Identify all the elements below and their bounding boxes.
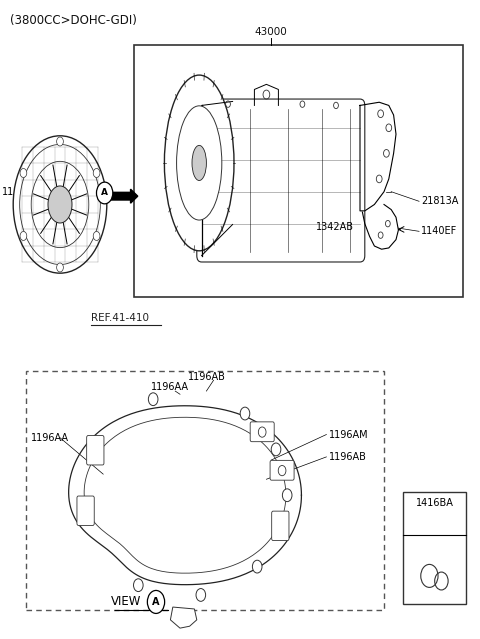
Circle shape — [252, 560, 262, 573]
Text: 21813A: 21813A — [421, 196, 459, 206]
FancyBboxPatch shape — [270, 460, 294, 480]
Ellipse shape — [177, 106, 222, 220]
FancyBboxPatch shape — [272, 511, 289, 541]
Text: VIEW: VIEW — [111, 596, 142, 608]
Circle shape — [196, 589, 205, 601]
Circle shape — [271, 443, 281, 456]
Circle shape — [147, 590, 165, 613]
Circle shape — [20, 231, 27, 240]
Text: REF.41-410: REF.41-410 — [91, 312, 149, 323]
Text: A: A — [152, 597, 160, 607]
Circle shape — [96, 182, 113, 204]
Circle shape — [20, 169, 27, 178]
Text: 1196AA: 1196AA — [31, 433, 69, 443]
Text: 1196AA: 1196AA — [151, 381, 190, 392]
Bar — [26, 371, 384, 610]
Text: 1196AM: 1196AM — [329, 429, 369, 440]
FancyArrow shape — [107, 189, 138, 203]
Circle shape — [57, 137, 63, 146]
Text: 1123PB: 1123PB — [2, 187, 40, 197]
Circle shape — [93, 169, 100, 178]
Text: 1342AB: 1342AB — [316, 222, 354, 233]
Text: A: A — [101, 189, 108, 197]
Circle shape — [278, 465, 286, 475]
Polygon shape — [170, 607, 197, 628]
Ellipse shape — [31, 162, 89, 247]
FancyBboxPatch shape — [250, 422, 274, 442]
Bar — [134, 45, 463, 297]
Bar — [403, 492, 466, 604]
Ellipse shape — [164, 75, 234, 251]
Ellipse shape — [48, 186, 72, 223]
Text: 1140EF: 1140EF — [421, 226, 458, 236]
FancyBboxPatch shape — [87, 436, 104, 465]
Circle shape — [89, 443, 98, 456]
Ellipse shape — [13, 136, 107, 273]
Circle shape — [57, 263, 63, 272]
Circle shape — [277, 520, 287, 533]
Circle shape — [378, 232, 383, 238]
Circle shape — [385, 220, 390, 227]
Text: 1196AB: 1196AB — [188, 372, 225, 382]
FancyBboxPatch shape — [77, 496, 94, 525]
Text: 43000: 43000 — [255, 27, 288, 37]
Ellipse shape — [20, 144, 100, 265]
Circle shape — [282, 489, 292, 502]
Circle shape — [240, 407, 250, 420]
Ellipse shape — [192, 146, 206, 181]
Circle shape — [133, 579, 143, 592]
Text: (3800CC>DOHC-GDI): (3800CC>DOHC-GDI) — [10, 14, 136, 27]
Circle shape — [93, 231, 100, 240]
Text: 1416BA: 1416BA — [416, 498, 453, 509]
Circle shape — [258, 427, 266, 437]
FancyBboxPatch shape — [197, 99, 365, 262]
Circle shape — [79, 505, 88, 518]
Text: 1196AB: 1196AB — [329, 452, 367, 462]
Circle shape — [148, 393, 158, 406]
